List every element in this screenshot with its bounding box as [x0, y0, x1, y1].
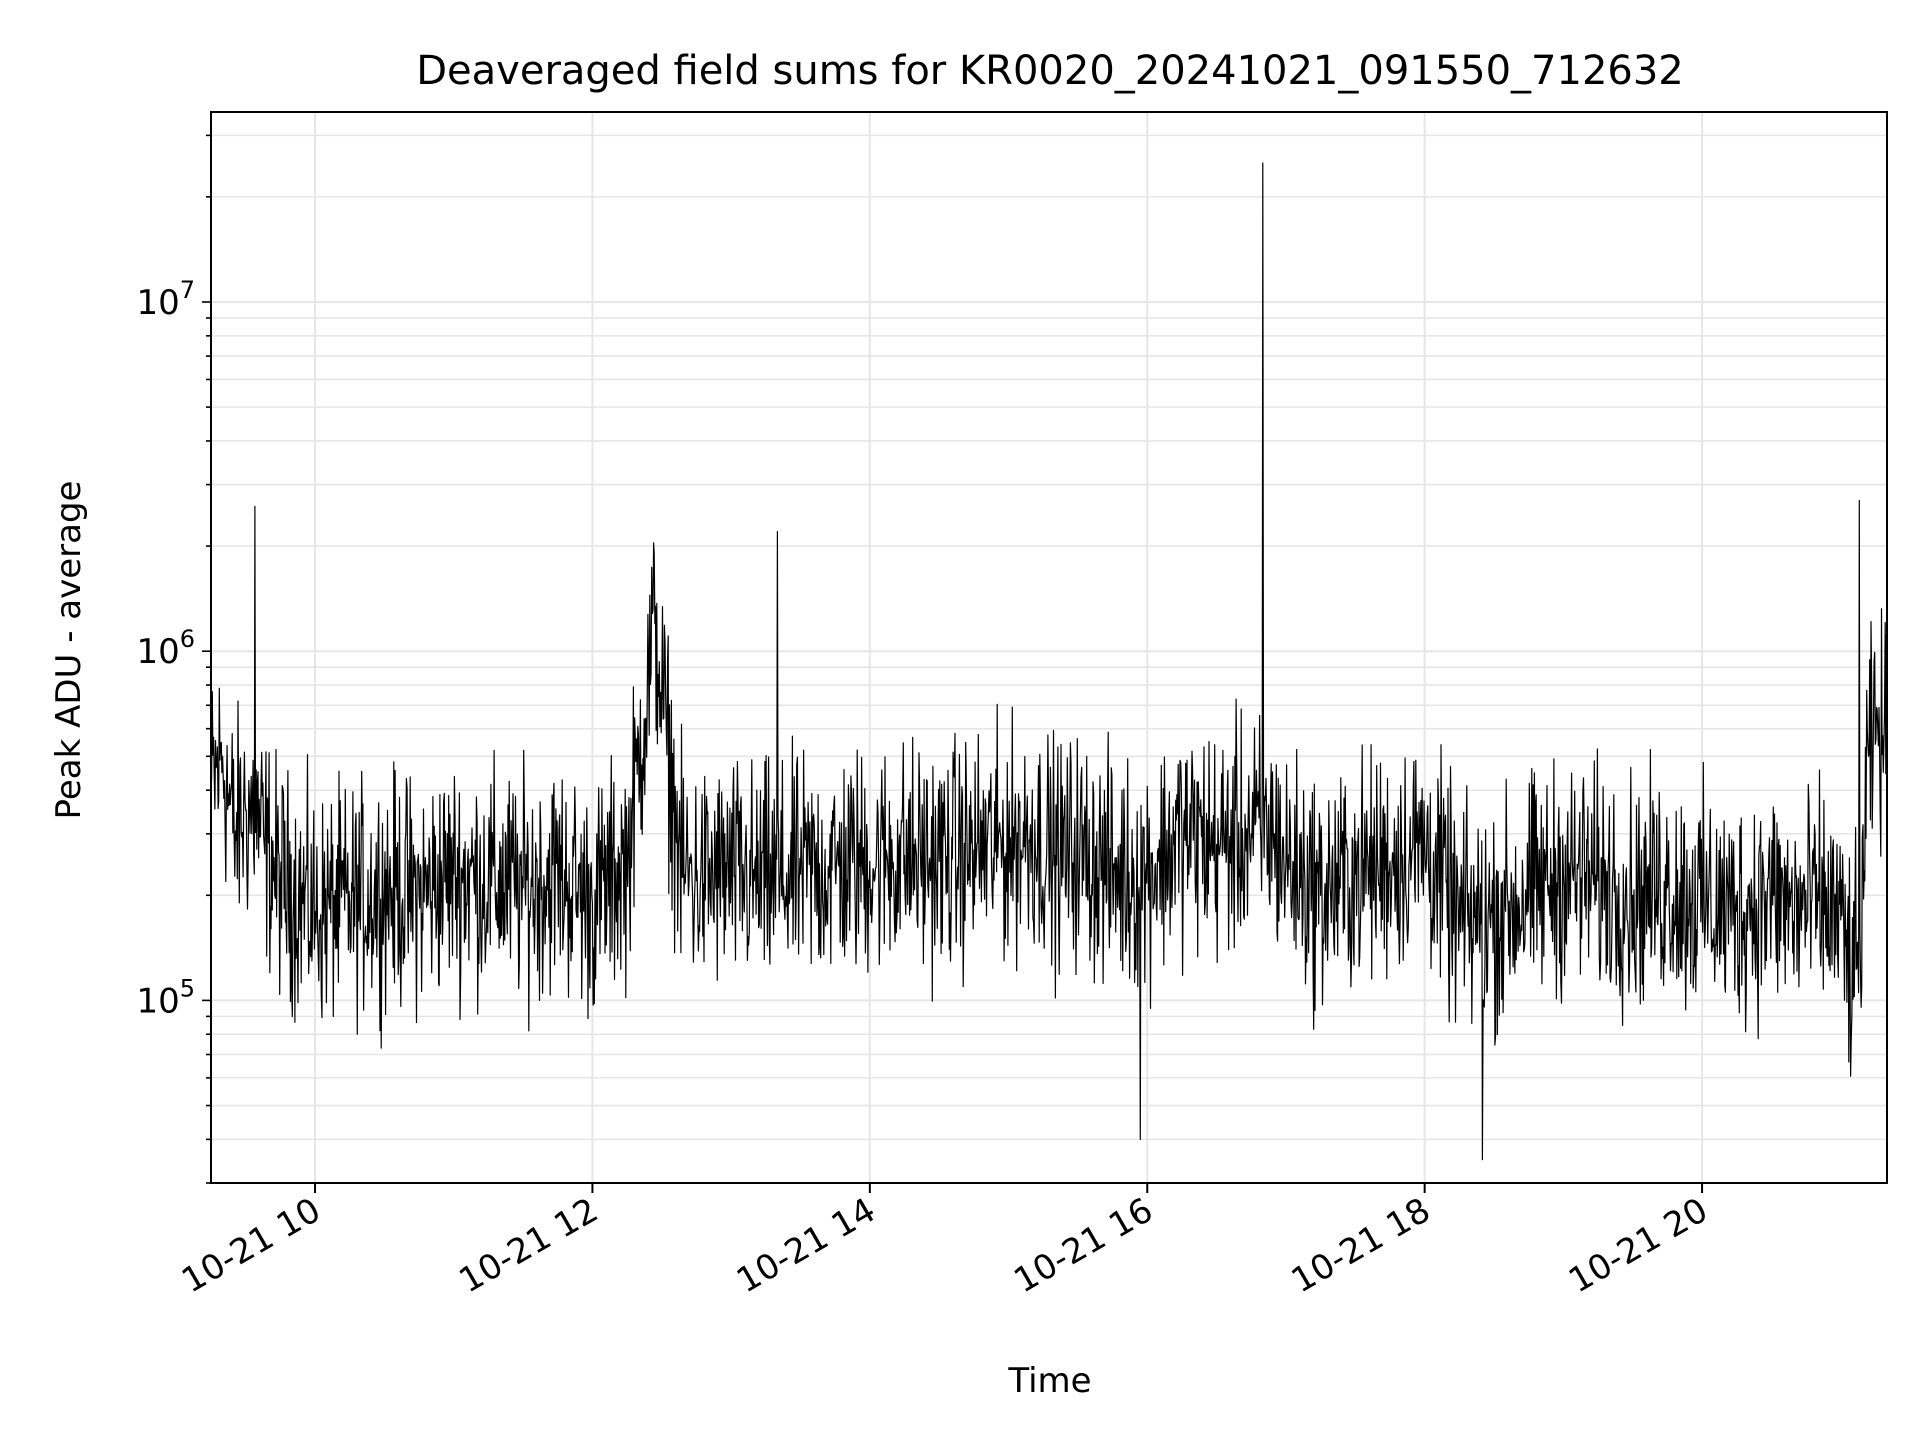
series-line — [210, 162, 1888, 1161]
x-axis-label: Time — [1007, 1361, 1091, 1401]
y-tick-exponent: 7 — [180, 276, 195, 304]
plot-frame — [210, 111, 1888, 1184]
y-tick-label: 105 — [136, 974, 195, 1021]
data-layer — [210, 162, 1888, 1161]
y-tick-base: 10 — [136, 981, 179, 1021]
y-tick-label: 106 — [136, 625, 195, 672]
y-axis-label: Peak ADU - average — [49, 481, 89, 820]
y-tick-exponent: 5 — [180, 974, 195, 1002]
y-tick-label: 107 — [136, 276, 195, 323]
y-tick-base: 10 — [136, 632, 179, 672]
chart-title: Deaveraged field sums for KR0020_2024102… — [416, 48, 1684, 94]
y-tick-exponent: 6 — [180, 625, 195, 653]
y-tick-base: 10 — [136, 283, 179, 323]
